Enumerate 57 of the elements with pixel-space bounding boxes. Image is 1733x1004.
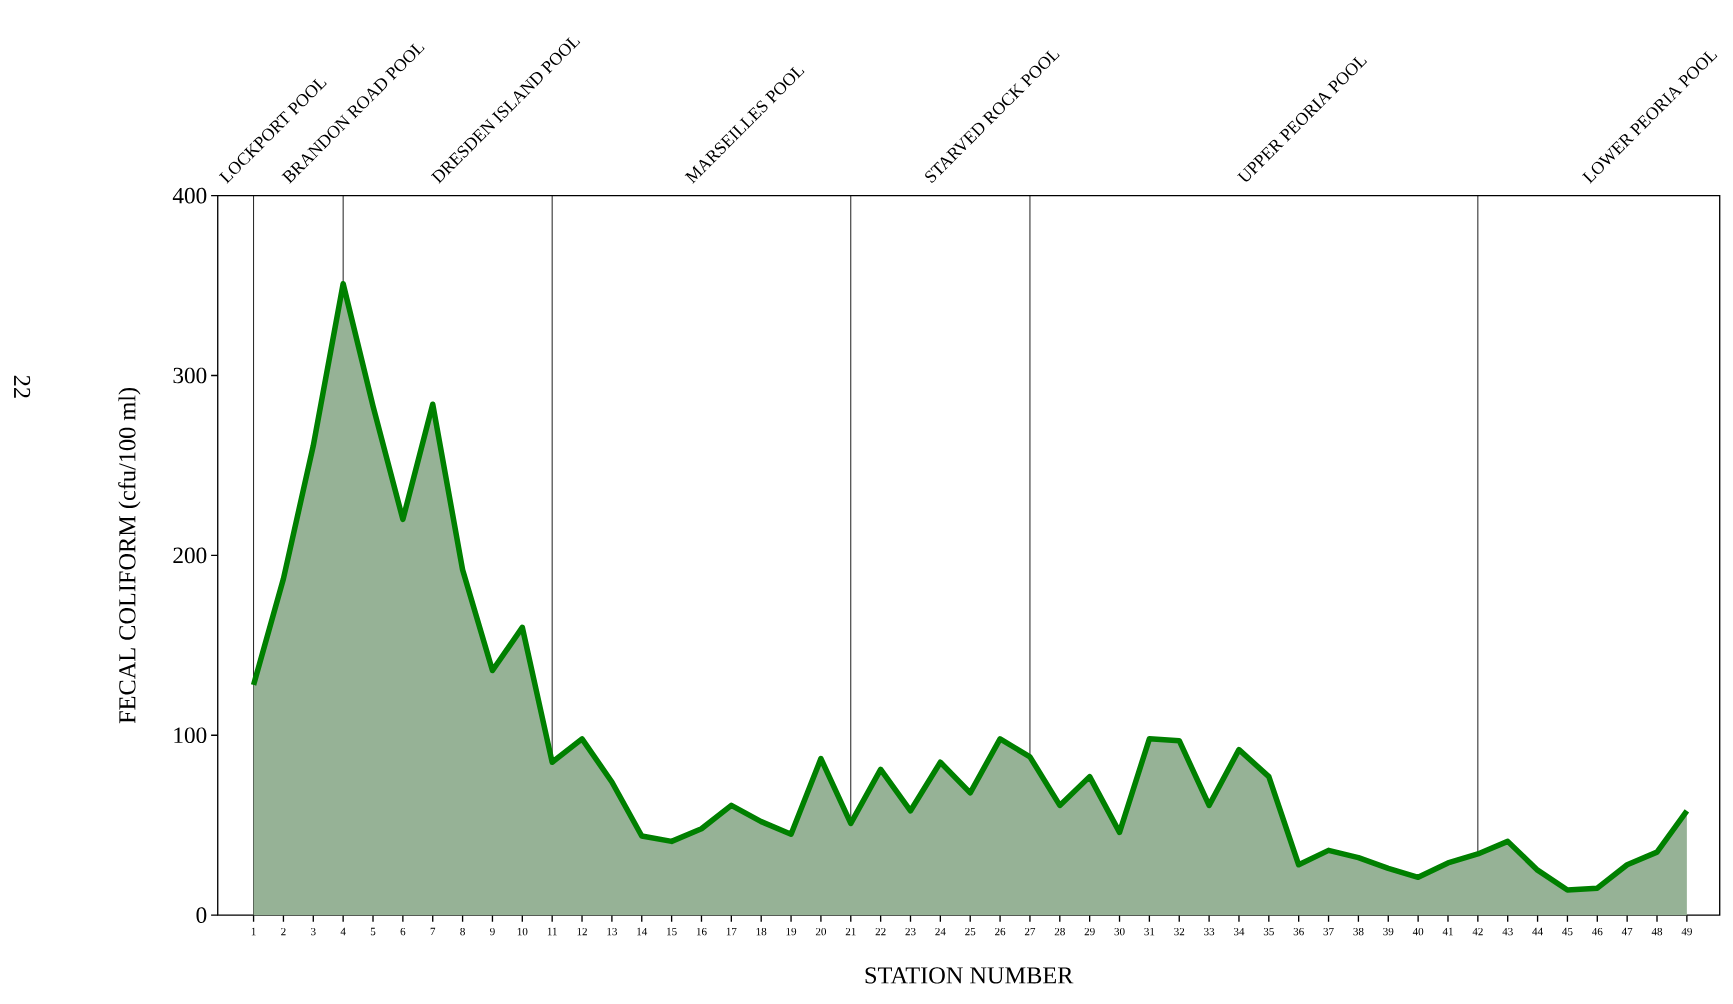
x-tick-label: 21 — [845, 928, 856, 936]
x-tick-label: 6 — [400, 928, 406, 936]
x-tick-label: 15 — [667, 928, 677, 936]
x-tick-label: 43 — [1502, 928, 1513, 936]
x-tick-label: 38 — [1353, 928, 1364, 936]
x-tick-label: 1 — [251, 928, 256, 936]
x-tick-label: 36 — [1293, 928, 1304, 936]
y-tick-label: 200 — [173, 547, 207, 564]
y-tick-label: 100 — [174, 727, 207, 744]
x-tick-label: 8 — [460, 928, 465, 936]
x-tick-label: 27 — [1024, 928, 1036, 936]
x-tick-label: 34 — [1233, 928, 1245, 936]
x-tick-label: 13 — [607, 928, 617, 936]
x-tick-label: 19 — [786, 928, 797, 936]
x-tick-label: 29 — [1084, 928, 1095, 936]
x-tick-label: 31 — [1144, 928, 1155, 936]
x-tick-label: 22 — [875, 928, 886, 936]
x-tick-label: 26 — [995, 928, 1006, 936]
x-tick-label: 24 — [935, 928, 946, 936]
y-tick-label: 400 — [172, 188, 207, 204]
x-tick-label: 3 — [311, 928, 316, 936]
text: 22 — [14, 375, 31, 398]
y-tick-label: 0 — [196, 907, 207, 924]
x-tick-label: 11 — [547, 928, 557, 936]
x-tick-label: 7 — [430, 928, 436, 936]
x-tick-label: 9 — [490, 928, 495, 936]
x-tick-label: 37 — [1323, 928, 1334, 936]
x-tick-label: 14 — [637, 928, 648, 936]
y-axis-title: FECAL COLIFORM (cfu/100 ml) — [118, 388, 141, 724]
x-tick-label: 47 — [1621, 928, 1633, 936]
x-tick-label: 17 — [726, 928, 737, 936]
x-tick-label: 32 — [1174, 928, 1185, 936]
x-tick-label: 4 — [340, 928, 346, 936]
x-tick-label: 42 — [1472, 928, 1483, 936]
x-axis-title: STATION NUMBER — [865, 967, 1074, 984]
x-tick-label: 49 — [1681, 928, 1692, 936]
x-tick-label: 46 — [1591, 928, 1603, 936]
x-tick-label: 18 — [756, 928, 767, 936]
x-tick-label: 25 — [965, 928, 976, 936]
x-tick-label: 30 — [1114, 928, 1125, 936]
x-tick-label: 16 — [696, 928, 707, 936]
x-tick-label: 44 — [1532, 928, 1543, 936]
x-tick-label: 40 — [1412, 928, 1424, 936]
x-tick-label: 2 — [281, 928, 286, 936]
x-tick-label: 23 — [905, 928, 916, 936]
x-tick-label: 45 — [1562, 928, 1573, 936]
x-tick-label: 39 — [1383, 928, 1394, 936]
x-tick-label: 35 — [1263, 928, 1274, 936]
x-tick-label: 20 — [815, 928, 827, 936]
x-tick-label: 10 — [517, 928, 528, 936]
x-tick-label: 41 — [1442, 928, 1453, 936]
x-tick-label: 5 — [370, 928, 376, 936]
x-tick-label: 12 — [577, 928, 587, 936]
x-tick-label: 48 — [1651, 928, 1663, 936]
x-tick-label: 28 — [1054, 928, 1065, 936]
y-tick-label: 300 — [173, 367, 207, 384]
x-tick-label: 33 — [1204, 928, 1215, 936]
